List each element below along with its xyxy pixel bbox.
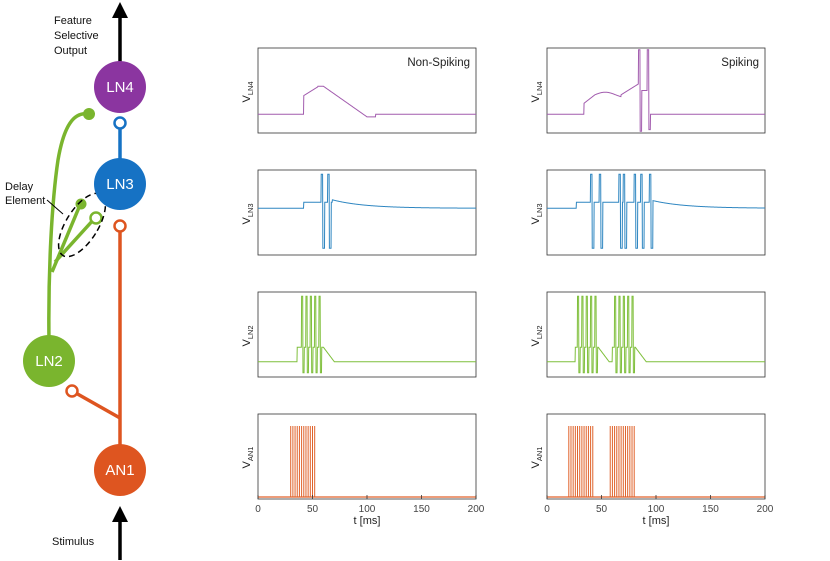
ln2-branch-lower [53, 216, 97, 264]
xtick-label-0: 0 [255, 504, 261, 515]
ln2-label: LN2 [35, 353, 63, 370]
plot-ln3-nonspiking: VLN3 [241, 169, 477, 256]
trace-ln2 [547, 295, 765, 374]
ln3-label: LN3 [106, 176, 134, 193]
trace-plots: VLN4 Non-Spiking VLN4 Spiking VLN3 VLN3 VLN2 VL… [241, 47, 774, 527]
xtick-label-4: 200 [468, 504, 485, 515]
plot-frame [257, 413, 477, 500]
ylabel-an1: VAN1 [530, 447, 544, 469]
ylabel-ln4: VLN4 [530, 81, 544, 102]
xlabel: t [ms] [643, 515, 670, 527]
plot-frame [257, 169, 477, 256]
plot-an1-nonspiking: VAN1 0 50 100 150 200 t [ms] [241, 413, 485, 527]
delay-label-line-1: Delay [5, 181, 34, 193]
plot-an1-spiking: VAN1 0 50 100 150 200 t [ms] [530, 413, 774, 527]
output-label-line-1: Feature [54, 15, 92, 27]
stimulus-arrow-head [112, 506, 128, 522]
trace-ln3 [547, 173, 765, 249]
circuit-diagram: Feature Selective Output Stimulus Delay … [5, 2, 146, 560]
ylabel-ln4: VLN4 [241, 81, 255, 102]
neuron-ln4: LN4 [94, 61, 146, 113]
ln4-soma [94, 61, 146, 113]
ylabel-ln2: VLN2 [241, 325, 255, 346]
ylabel-ln3: VLN3 [530, 203, 544, 224]
ln2-main-axon [47, 112, 89, 343]
xtick-label-3: 150 [413, 504, 430, 515]
output-label-line-2: Selective [54, 30, 99, 42]
plot-frame [546, 169, 766, 256]
column-title-spiking: Spiking [721, 57, 759, 69]
xtick-label-4: 200 [757, 504, 774, 515]
ln4-label: LN4 [106, 79, 134, 96]
ylabel-an1: VAN1 [241, 447, 255, 469]
delay-element-outline [57, 192, 107, 258]
trace-ln4 [547, 49, 765, 132]
trace-ln3 [258, 173, 477, 249]
plot-frame [546, 413, 766, 500]
neuron-ln3: LN3 [94, 158, 146, 210]
trace-ln4 [258, 85, 476, 118]
plot-ln3-spiking: VLN3 [530, 169, 766, 256]
ln2-ln4-synapse [83, 108, 95, 120]
ln3-soma [94, 158, 146, 210]
xtick-label-2: 100 [359, 504, 376, 515]
ln2-ln3-synapse [89, 211, 103, 225]
xlabel: t [ms] [354, 515, 381, 527]
xtick-label-3: 150 [702, 504, 719, 515]
ylabel-ln3: VLN3 [241, 203, 255, 224]
neuron-an1: AN1 [94, 444, 146, 496]
ln2-soma [23, 335, 75, 387]
plot-frame [546, 47, 766, 134]
plot-ln4-spiking: VLN4 Spiking [530, 47, 766, 134]
an1-soma [94, 444, 146, 496]
an1-ln2-synapse [65, 384, 79, 398]
xtick-label-1: 50 [307, 504, 319, 515]
plot-frame [257, 291, 477, 378]
delay-label-line-2: Element [5, 195, 45, 207]
ln2-delay-synapse [75, 198, 87, 210]
xtick-label-1: 50 [596, 504, 608, 515]
plot-frame [257, 47, 477, 134]
trace-ln2 [258, 295, 476, 374]
xtick-label-2: 100 [648, 504, 665, 515]
delay-pointer [46, 199, 64, 215]
column-title-nonspiking: Non-Spiking [407, 57, 470, 69]
plot-ln2-spiking: VLN2 [530, 291, 766, 378]
ln3-ln4-synapse [113, 116, 127, 130]
xtick-label-0: 0 [544, 504, 550, 515]
an1-ln3-synapse [113, 219, 127, 233]
plot-ln2-nonspiking: VLN2 [241, 291, 477, 378]
stimulus-label: Stimulus [52, 536, 95, 548]
an1-label: AN1 [105, 462, 134, 479]
an1-ln2-branch [73, 390, 121, 420]
neuron-ln2: LN2 [23, 335, 75, 387]
plot-ln4-nonspiking: VLN4 Non-Spiking [241, 47, 477, 134]
output-label-line-3: Output [54, 45, 87, 57]
output-arrow-head [112, 2, 128, 18]
ylabel-ln2: VLN2 [530, 325, 544, 346]
